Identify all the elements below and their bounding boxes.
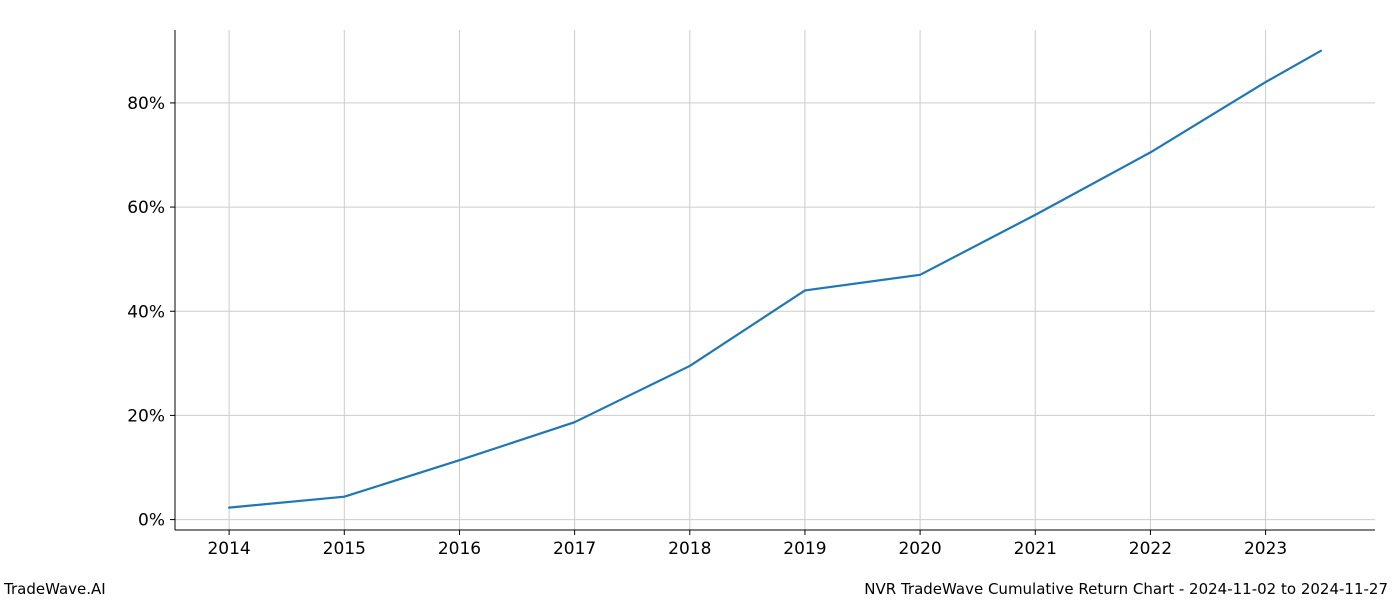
x-tick-label: 2022	[1129, 539, 1172, 559]
x-tick-label: 2021	[1014, 539, 1057, 559]
y-tick-label: 0%	[138, 511, 165, 531]
x-tick-label: 2017	[553, 539, 596, 559]
chart-container: 2014 2015 2016 2017 2018 2019 2020 2021 2022 2023…	[0, 0, 1400, 600]
x-tick-label: 2019	[783, 539, 826, 559]
x-tick-label: 2023	[1244, 539, 1287, 559]
x-tick-label: 2015	[323, 539, 366, 559]
x-tick-label: 2020	[898, 539, 941, 559]
line-chart: 2014 2015 2016 2017 2018 2019 2020 2021 2022 2023…	[0, 0, 1400, 600]
y-tick-label: 80%	[127, 94, 165, 114]
y-tick-label: 40%	[127, 302, 165, 322]
x-tick-label: 2016	[438, 539, 481, 559]
x-tick-label: 2018	[668, 539, 711, 559]
footer-right-text: NVR TradeWave Cumulative Return Chart - …	[864, 580, 1388, 598]
x-tick-label: 2014	[207, 539, 250, 559]
y-tick-label: 60%	[127, 198, 165, 218]
footer-left-text: TradeWave.AI	[4, 580, 106, 598]
y-tick-label: 20%	[127, 406, 165, 426]
